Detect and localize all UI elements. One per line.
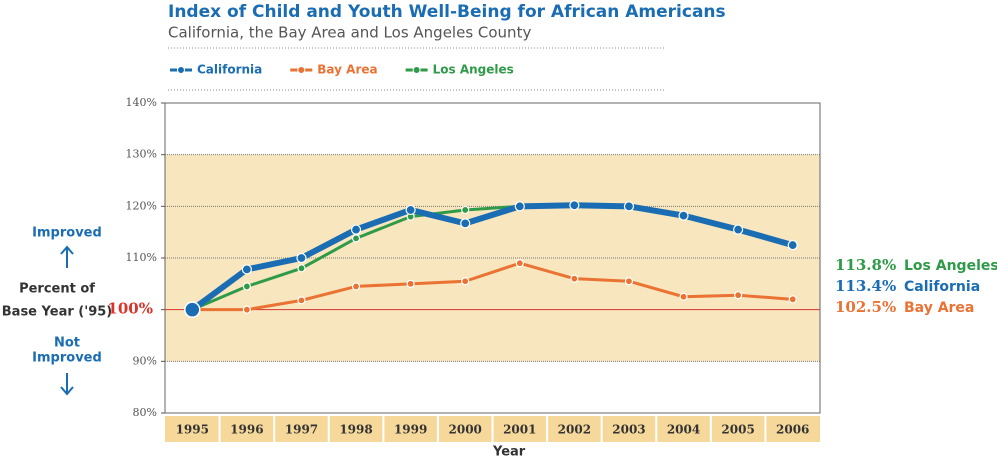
data-point — [678, 210, 689, 221]
y-tick-label: 90% — [133, 354, 157, 367]
annotation-name: Bay Area — [904, 300, 974, 316]
legend-marker — [412, 66, 421, 74]
data-point — [297, 264, 306, 273]
chart-title: Index of Child and Youth Well-Being for … — [168, 2, 726, 22]
series-line — [190, 202, 794, 313]
annotation-value: 113.4% — [835, 277, 896, 295]
legend-label: Bay Area — [317, 63, 377, 77]
plot-frame — [164, 102, 821, 414]
data-point — [787, 239, 798, 251]
x-tick-label: 2002 — [558, 423, 591, 437]
data-point — [351, 234, 361, 243]
x-tick-label: 1996 — [230, 423, 263, 437]
base-point — [184, 301, 201, 318]
legend-marker — [177, 66, 185, 74]
legend-label: Los Angeles — [433, 63, 514, 77]
data-point — [623, 201, 635, 212]
data-point — [679, 292, 688, 301]
legend-label: California — [197, 63, 262, 77]
data-point — [734, 291, 743, 300]
y-axis-label: Percent of — [19, 282, 95, 297]
legend-marker — [297, 66, 306, 74]
data-point — [514, 201, 525, 212]
y-tick-label: 80% — [133, 406, 157, 419]
data-point — [624, 277, 634, 286]
data-point — [733, 224, 744, 235]
annotation-value: 113.8% — [835, 256, 896, 274]
x-tick-label: 1995 — [176, 423, 209, 437]
data-point — [350, 224, 362, 235]
data-point — [569, 200, 580, 211]
up-arrow — [60, 245, 74, 268]
y-axis-label: Base Year ('95) — [2, 305, 112, 320]
y-tick-label: 130% — [126, 148, 157, 161]
x-tick-label: 2001 — [503, 423, 536, 437]
data-point — [515, 259, 524, 268]
data-point — [241, 264, 252, 275]
x-tick-label: 1997 — [285, 423, 318, 437]
data-point — [461, 205, 470, 215]
x-tick-label: 1999 — [394, 423, 427, 437]
not-improved-label: Improved — [32, 351, 102, 366]
data-point — [461, 277, 470, 286]
data-point — [242, 305, 251, 314]
data-point — [405, 204, 416, 216]
down-arrow — [60, 373, 74, 396]
y-tick-label: 100% — [107, 300, 153, 318]
x-tick-label: 2003 — [612, 423, 645, 437]
data-point — [351, 282, 361, 291]
x-tick-label: 2005 — [721, 423, 754, 437]
data-point — [242, 282, 251, 291]
x-tick-label: 2006 — [776, 423, 809, 437]
data-point — [406, 279, 415, 288]
improved-label: Improved — [32, 226, 102, 241]
data-point — [296, 252, 307, 264]
data-point — [297, 296, 306, 305]
shaded-band — [165, 154, 820, 362]
y-tick-label: 110% — [126, 251, 157, 264]
x-tick-label: 2000 — [449, 423, 482, 437]
not-improved-label: Not — [54, 336, 80, 351]
annotation-value: 102.5% — [835, 298, 896, 316]
x-tick-label: 1998 — [339, 423, 372, 437]
annotation-name: California — [904, 279, 980, 295]
annotation-name: Los Angeles — [904, 258, 997, 274]
data-point — [460, 218, 471, 229]
data-point — [570, 274, 579, 283]
x-axis-label: Year — [492, 445, 526, 460]
chart-subtitle: California, the Bay Area and Los Angeles… — [168, 24, 531, 42]
series-line — [192, 261, 793, 312]
data-point — [788, 295, 797, 304]
y-tick-label: 120% — [126, 199, 157, 212]
y-tick-label: 140% — [126, 96, 157, 109]
x-tick-label: 2004 — [667, 423, 700, 437]
